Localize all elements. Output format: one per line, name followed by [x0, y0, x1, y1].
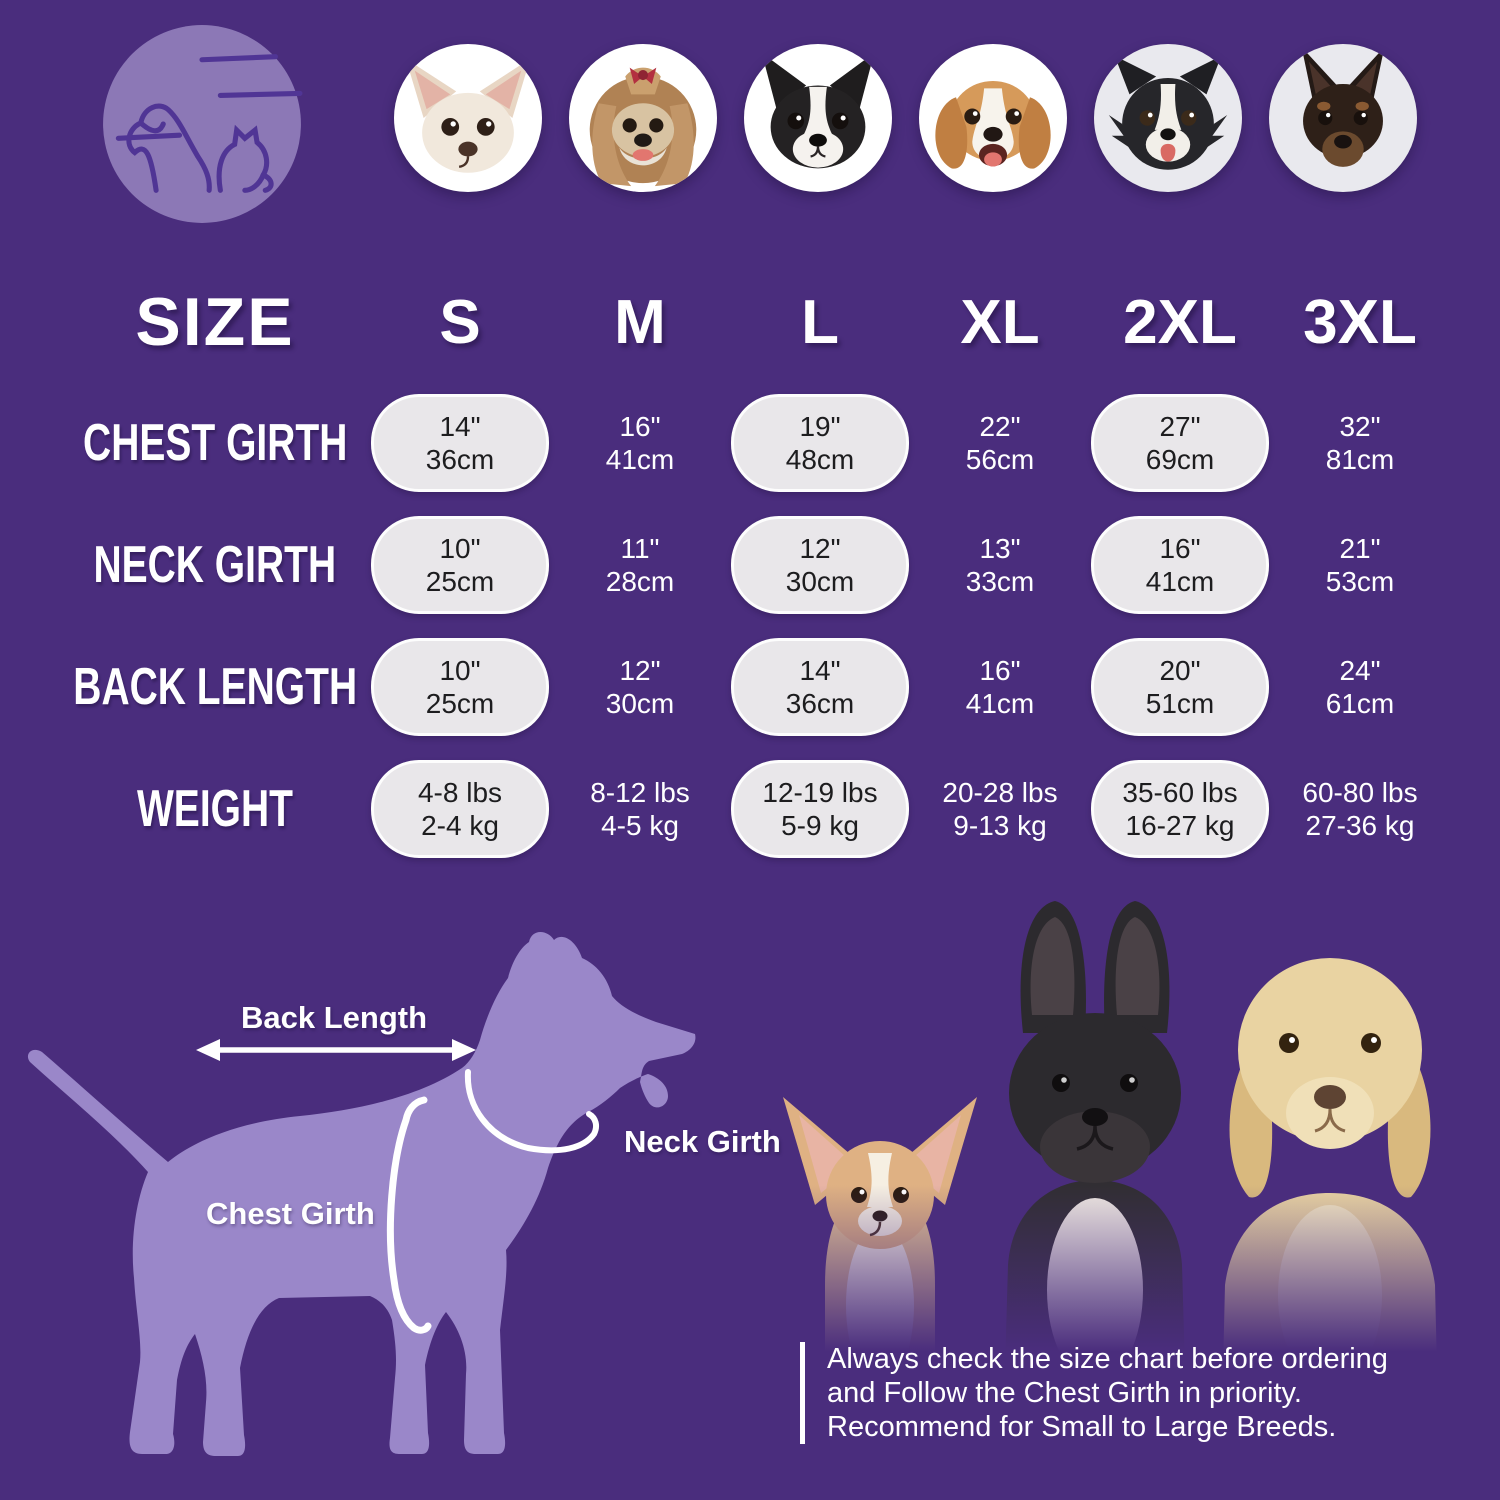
- size-value-pill: 35-60 lbs 16-27 kg: [1091, 760, 1269, 858]
- dog-cat-logo-icon: [103, 25, 303, 223]
- size-value: 12" 30cm: [605, 655, 675, 719]
- size-value: 24" 61cm: [1325, 655, 1395, 719]
- size-value: 32" 81cm: [1325, 411, 1395, 475]
- row-label-back-length: BACK LENGTH: [73, 658, 357, 716]
- size-value: 21" 53cm: [1325, 533, 1395, 597]
- column-header-2xl: 2XL: [1123, 287, 1237, 357]
- row-label-neck-girth: NECK GIRTH: [93, 536, 337, 594]
- sizing-note: Always check the size chart before order…: [800, 1342, 1475, 1444]
- row-label-weight: WEIGHT: [136, 780, 293, 838]
- column-header-xl: XL: [960, 287, 1040, 357]
- size-value-pill: 10" 25cm: [371, 516, 549, 614]
- size-value-pill: 12-19 lbs 5-9 kg: [731, 760, 909, 858]
- table-row-chest-girth: CHEST GIRTH 14" 36cm 16" 41cm 19" 48cm 22" 5…: [60, 382, 1450, 504]
- dog-silhouette-icon: [27, 932, 696, 1456]
- size-value: 13" 33cm: [965, 533, 1035, 597]
- size-value: 20-28 lbs 9-13 kg: [942, 777, 1058, 841]
- size-chart-table: SIZE S M L XL 2XL 3XL CHEST GIRTH 14" 36c…: [60, 262, 1450, 870]
- column-header-m: M: [614, 287, 666, 357]
- size-value: 8-12 lbs 4-5 kg: [590, 777, 690, 841]
- column-header-l: L: [801, 287, 839, 357]
- chest-girth-label: Chest Girth: [206, 1196, 375, 1231]
- dog-group-photo: [755, 865, 1500, 1385]
- measurement-diagram: [20, 900, 800, 1490]
- avatar-beagle-icon: [919, 44, 1067, 192]
- avatar-chihuahua-icon: [394, 44, 542, 192]
- size-value-pill: 19" 48cm: [731, 394, 909, 492]
- avatar-shih-tzu-icon: [569, 44, 717, 192]
- size-value-pill: 14" 36cm: [371, 394, 549, 492]
- brand-logo: [100, 22, 304, 226]
- avatar-border-collie-icon: [1094, 44, 1242, 192]
- note-line: Recommend for Small to Large Breeds.: [827, 1411, 1337, 1443]
- column-header-3xl: 3XL: [1303, 287, 1417, 357]
- note-line: Always check the size chart before order…: [827, 1343, 1388, 1375]
- size-corner-label: SIZE: [135, 284, 295, 360]
- size-value: 60-80 lbs 27-36 kg: [1302, 777, 1418, 841]
- size-value-pill: 20" 51cm: [1091, 638, 1269, 736]
- avatar-boston-terrier-icon: [744, 44, 892, 192]
- table-row-weight: WEIGHT 4-8 lbs 2-4 kg 8-12 lbs 4-5 kg 12-1…: [60, 748, 1450, 870]
- note-line: and Follow the Chest Girth in priority.: [827, 1377, 1302, 1409]
- size-value-pill: 14" 36cm: [731, 638, 909, 736]
- neck-girth-label: Neck Girth: [624, 1124, 781, 1159]
- size-value-pill: 12" 30cm: [731, 516, 909, 614]
- size-value-pill: 4-8 lbs 2-4 kg: [371, 760, 549, 858]
- size-value-pill: 16" 41cm: [1091, 516, 1269, 614]
- table-row-neck-girth: NECK GIRTH 10" 25cm 11" 28cm 12" 30cm 13" 33…: [60, 504, 1450, 626]
- breed-avatar-row: [394, 44, 1417, 192]
- avatar-doberman-icon: [1269, 44, 1417, 192]
- size-value: 11" 28cm: [605, 533, 675, 597]
- size-chart-header-row: SIZE S M L XL 2XL 3XL: [60, 262, 1450, 382]
- row-label-chest-girth: CHEST GIRTH: [82, 414, 348, 472]
- table-row-back-length: BACK LENGTH 10" 25cm 12" 30cm 14" 36cm 16" 4…: [60, 626, 1450, 748]
- size-value: 22" 56cm: [965, 411, 1035, 475]
- column-header-s: S: [439, 287, 481, 357]
- size-value-pill: 27" 69cm: [1091, 394, 1269, 492]
- size-value-pill: 10" 25cm: [371, 638, 549, 736]
- size-value: 16" 41cm: [605, 411, 675, 475]
- back-length-label: Back Length: [241, 1000, 428, 1035]
- size-value: 16" 41cm: [965, 655, 1035, 719]
